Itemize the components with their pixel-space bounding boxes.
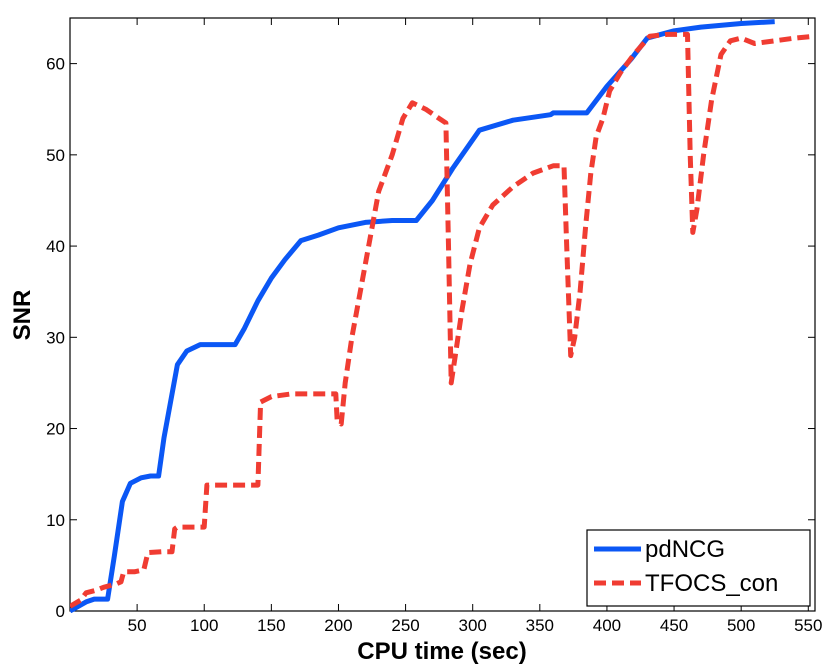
legend: pdNCG TFOCS_con [586,529,811,607]
x-tick-label: 350 [526,616,554,635]
y-tick-labels: 0 10 20 30 40 50 60 [46,55,65,621]
x-tick-label: 300 [459,616,487,635]
x-tick-labels: 50 100 150 200 250 300 350 400 450 500 550 [128,616,823,635]
axis-ticks [70,18,815,612]
y-tick-label: 10 [46,511,65,530]
legend-label-pdncg: pdNCG [645,536,725,563]
x-tick-label: 400 [593,616,621,635]
x-tick-label: 550 [794,616,822,635]
x-tick-label: 450 [660,616,688,635]
series-line-pdncg [70,19,775,613]
y-tick-label: 20 [46,420,65,439]
x-tick-label: 250 [391,616,419,635]
x-axis-title: CPU time (sec) [357,638,526,665]
y-tick-label: 30 [46,328,65,347]
x-tick-label: 500 [727,616,755,635]
series-line-tfocs-con [70,31,815,609]
x-tick-label: 50 [128,616,147,635]
legend-label-tfocs-con: TFOCS_con [645,570,778,597]
x-tick-label: 100 [190,616,218,635]
x-tick-label: 200 [324,616,352,635]
legend-box [586,529,811,607]
y-tick-label: 40 [46,237,65,256]
y-tick-label: 60 [46,55,65,74]
x-tick-label: 150 [257,616,285,635]
plot-area [69,17,816,612]
series-layer [70,19,815,613]
y-tick-label: 50 [46,146,65,165]
y-tick-label: 0 [56,602,65,621]
y-axis-title: SNR [9,290,36,341]
